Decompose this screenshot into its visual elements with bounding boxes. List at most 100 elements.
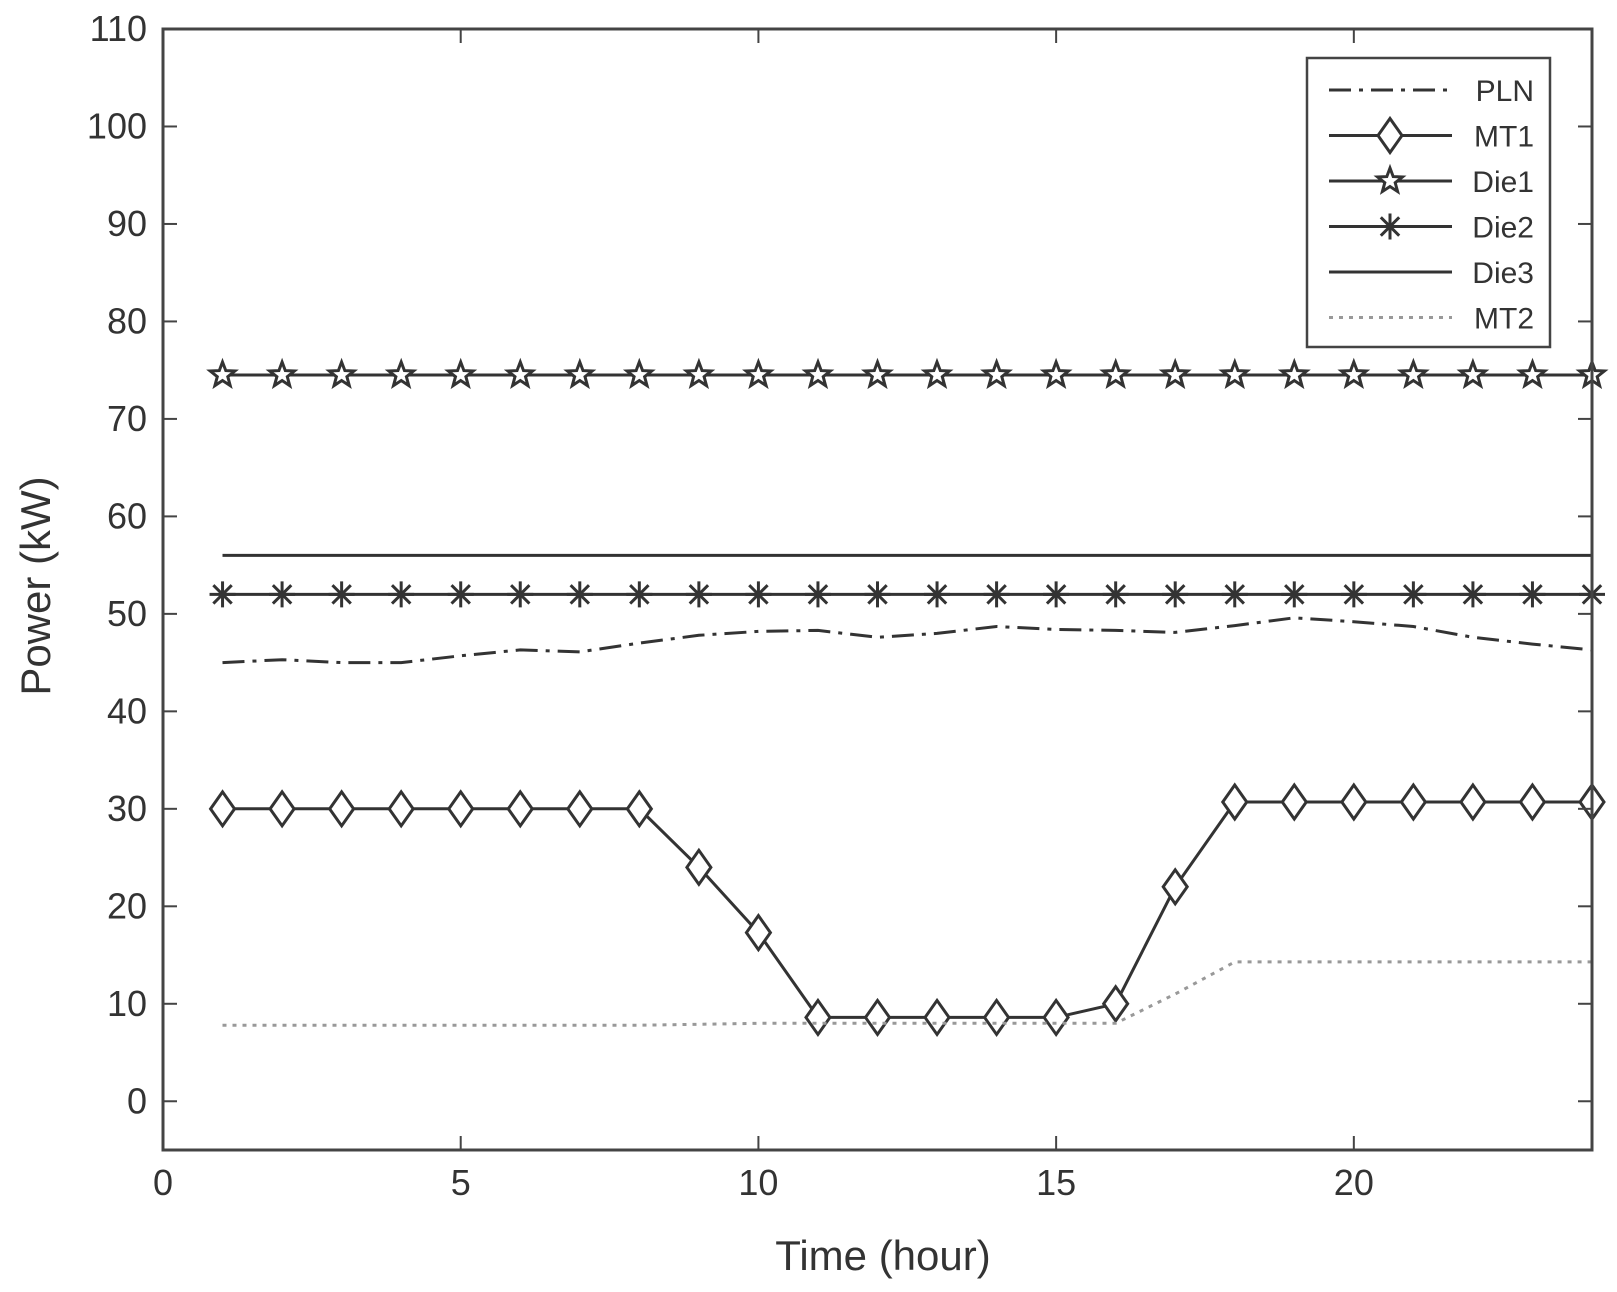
legend-label-mt1: MT1 <box>1474 121 1534 154</box>
x-axis-title: Time (hour) <box>775 1232 990 1279</box>
data-point-mt1 <box>1101 984 1130 1024</box>
legend-entry-mt2: MT2 <box>1329 303 1534 336</box>
data-point-mt1 <box>387 789 416 829</box>
legend-entry-pln: PLN <box>1329 75 1534 108</box>
data-point-die2 <box>1281 581 1308 608</box>
data-point-mt1 <box>982 997 1011 1038</box>
data-point-die1 <box>1396 357 1430 390</box>
data-point-die1 <box>563 357 597 390</box>
x-tick-label: 0 <box>153 1162 173 1203</box>
data-point-die1 <box>1158 357 1192 390</box>
plot-area <box>206 357 1609 1038</box>
x-tick-label: 5 <box>451 1162 471 1203</box>
data-point-die2 <box>447 581 474 608</box>
data-point-die1 <box>384 357 418 390</box>
data-point-die2 <box>983 581 1010 608</box>
data-point-mt1 <box>1161 867 1190 907</box>
legend-entry-mt1: MT1 <box>1329 115 1534 156</box>
asterisk-stroke <box>569 584 591 605</box>
y-tick-label: 0 <box>127 1080 147 1121</box>
data-point-die2 <box>1221 581 1248 608</box>
legend-entry-die2: Die2 <box>1329 212 1534 245</box>
data-point-die2 <box>209 581 236 608</box>
x-tick-label: 20 <box>1334 1162 1374 1203</box>
data-point-die1 <box>1337 357 1371 390</box>
data-point-mt1 <box>268 789 296 829</box>
data-point-mt1 <box>1459 782 1487 822</box>
y-tick-label: 90 <box>107 203 147 244</box>
asterisk-stroke <box>1522 584 1543 605</box>
asterisk-stroke <box>331 584 352 605</box>
asterisk-stroke <box>748 584 769 605</box>
data-point-die1 <box>503 357 537 390</box>
y-tick-label: 10 <box>107 983 147 1024</box>
legend-label-die3: Die3 <box>1472 257 1534 290</box>
asterisk-stroke <box>450 584 471 605</box>
legend-label-mt2: MT2 <box>1474 303 1534 336</box>
asterisk-stroke <box>1045 584 1067 605</box>
data-point-die2 <box>804 581 831 608</box>
y-tick-label: 40 <box>107 690 147 731</box>
data-point-die1 <box>1099 357 1133 390</box>
data-point-die1 <box>742 357 775 390</box>
legend-label-pln: PLN <box>1476 75 1534 108</box>
asterisk-stroke <box>1462 584 1484 605</box>
asterisk-stroke <box>1105 584 1126 605</box>
asterisk-stroke <box>688 584 710 605</box>
y-tick-label: 110 <box>90 8 147 49</box>
asterisk-stroke <box>509 584 531 605</box>
axes: 0 5 10 15 20 0 10 20 30 40 50 60 70 80 90 100 110 <box>87 8 1594 1203</box>
data-point-die1 <box>980 357 1013 390</box>
y-tick-label: 20 <box>107 885 147 926</box>
data-point-die2 <box>685 581 712 608</box>
asterisk-stroke <box>390 584 412 605</box>
data-point-die2 <box>566 581 593 608</box>
data-point-die2 <box>1102 581 1129 608</box>
data-point-mt1 <box>923 997 951 1038</box>
asterisk-stroke <box>1379 216 1401 237</box>
y-tick-label: 30 <box>107 788 147 829</box>
data-point-die2 <box>507 581 534 608</box>
data-point-die2 <box>626 581 653 608</box>
data-point-mt1 <box>327 789 356 829</box>
y-tick-label: 50 <box>107 593 147 634</box>
data-point-die1 <box>1039 357 1073 390</box>
legend-marker-die2 <box>1377 213 1403 240</box>
data-point-mt1 <box>744 913 773 953</box>
data-point-die2 <box>864 581 891 608</box>
data-point-die2 <box>745 581 772 608</box>
data-point-die1 <box>682 357 716 390</box>
series-line-pln <box>222 616 1593 665</box>
legend-marker-die1 <box>1373 163 1407 195</box>
data-point-die1 <box>206 357 239 390</box>
legend-box <box>1305 56 1552 349</box>
asterisk-stroke <box>629 584 650 605</box>
x-tick-label: 10 <box>738 1162 778 1203</box>
data-point-die1 <box>920 357 954 390</box>
data-point-die1 <box>265 357 299 390</box>
asterisk-stroke <box>986 584 1007 605</box>
data-point-mt1 <box>1042 997 1070 1038</box>
data-point-die2 <box>1162 581 1189 608</box>
series-pln <box>222 616 1593 665</box>
data-point-die1 <box>1218 357 1252 390</box>
asterisk-stroke <box>1164 584 1186 605</box>
data-point-die1 <box>1277 357 1311 390</box>
asterisk-stroke <box>926 584 948 605</box>
data-point-die1 <box>1456 357 1490 390</box>
y-tick-label: 100 <box>87 105 147 146</box>
data-point-die1 <box>325 357 359 390</box>
data-point-mt1 <box>1280 782 1309 822</box>
legend-label-die2: Die2 <box>1472 212 1534 245</box>
legend: PLN MT1 Die1 Die2 Die3 MT2 <box>1305 56 1552 349</box>
data-point-mt1 <box>1339 782 1368 822</box>
legend-label-die1: Die1 <box>1472 166 1534 199</box>
legend-entry-die3: Die3 <box>1329 257 1534 290</box>
data-point-die2 <box>1519 581 1546 608</box>
asterisk-stroke <box>867 584 888 605</box>
y-tick-label: 60 <box>107 495 147 536</box>
data-point-mt1 <box>208 789 237 829</box>
asterisk-stroke <box>1403 584 1424 605</box>
data-point-die2 <box>328 581 355 608</box>
